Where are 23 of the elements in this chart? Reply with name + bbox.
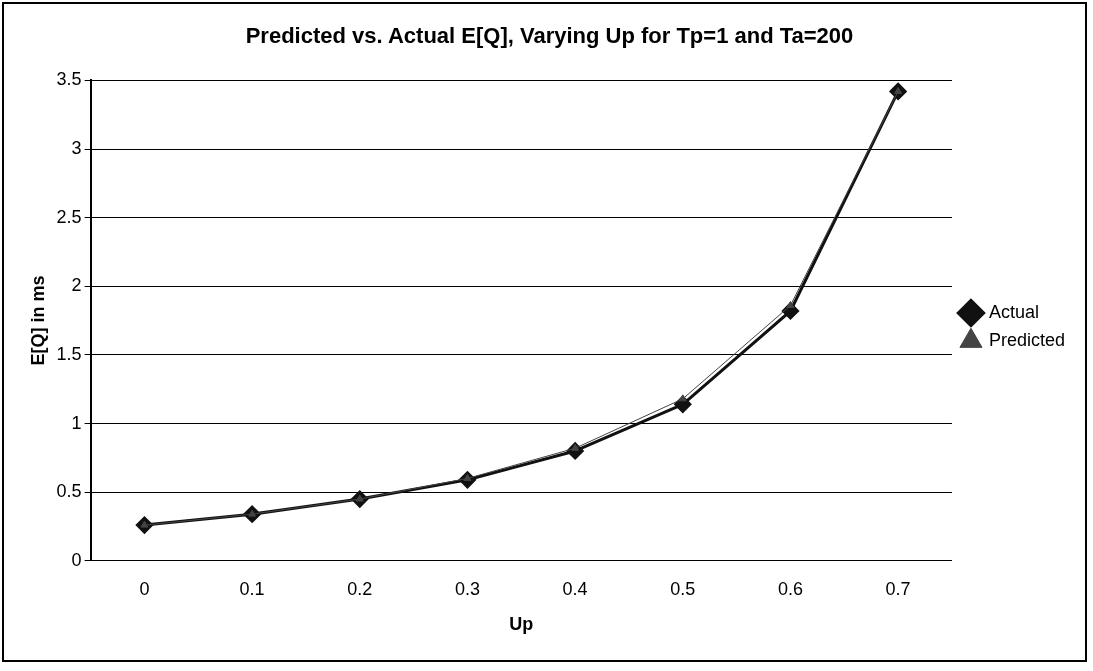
x-tick-label: 0.2 <box>347 578 373 599</box>
y-tick-label: 2.5 <box>56 206 82 227</box>
y-tick-label: 1.5 <box>56 343 82 364</box>
chart-title: Predicted vs. Actual E[Q], Varying Up for Tp=1 and Ta=200 <box>245 23 854 49</box>
legend-label: Actual <box>988 301 1039 322</box>
point <box>678 394 687 402</box>
y-tick-label: 3.5 <box>56 69 82 90</box>
y-tick-label: 0.5 <box>56 481 82 502</box>
y-tick-label: 2 <box>71 275 82 296</box>
legend-label: Predicted <box>988 329 1065 350</box>
x-tick-label: 0.6 <box>777 578 803 599</box>
x-tick-label: 0 <box>139 578 150 599</box>
y-axis-title: E[Q] in ms <box>27 275 48 366</box>
x-tick-label: 0.4 <box>562 578 588 599</box>
x-tick-label: 0.1 <box>239 578 265 599</box>
x-tick-label: 0.7 <box>885 578 911 599</box>
x-axis-title: Up <box>509 614 534 635</box>
x-tick-label: 0.5 <box>670 578 696 599</box>
point <box>786 301 795 308</box>
y-tick-label: 1 <box>71 412 82 433</box>
x-tick-label: 0.3 <box>454 578 480 599</box>
y-tick-label: 0 <box>71 549 82 570</box>
y-tick-label: 3 <box>71 138 82 158</box>
